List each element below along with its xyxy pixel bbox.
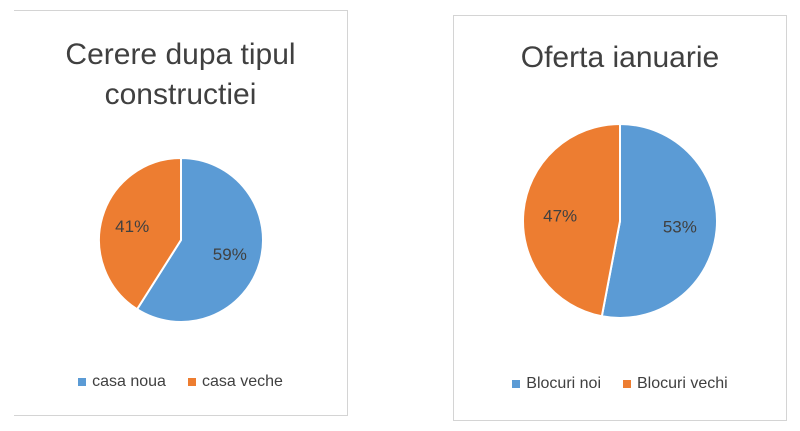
legend-swatch-casa-veche [187,378,196,386]
pie-slice-blocuri-vechi [522,122,621,318]
pie-slice-casa-veche [98,156,182,311]
legend-label: Blocuri noi [526,375,601,392]
legend-label: casa veche [201,373,283,390]
chart-title: Cerere dupa tipul constructiei [65,38,296,111]
chart-legend: casa noua casa veche [14,373,347,391]
pie-chart-january-offer: 53% 47% [522,122,718,319]
legend-swatch-casa-noua [78,378,87,386]
legend-item-blocuri-vechi: Blocuri vechi [623,375,728,393]
pie-chart-construction-demand: 59% 41% [98,156,264,323]
data-label: 41% [115,217,149,236]
legend-swatch-blocuri-noi [512,380,521,388]
pie-slice-casa-noua [135,156,264,323]
data-label: 47% [543,206,577,225]
pie-slice-blocuri-noi [600,122,718,319]
chart-panel-january-offer: Oferta ianuarie 53% 47% Blocuri noi Blocu… [453,15,787,421]
chart-panel-construction-demand: Cerere dupa tipul constructiei 59% 41% ca… [14,10,348,416]
data-label: 59% [213,245,247,264]
legend-swatch-blocuri-vechi [623,380,631,388]
chart-legend: Blocuri noi Blocuri vechi [454,375,786,393]
legend-item-blocuri-noi: Blocuri noi [512,375,601,393]
legend-label: casa noua [92,373,166,390]
data-label: 53% [663,218,697,237]
legend-label: Blocuri vechi [637,375,728,392]
legend-item-casa-noua: casa noua [78,373,166,391]
legend-item-casa-veche: casa veche [187,373,283,391]
chart-title: Oferta ianuarie [520,41,720,74]
